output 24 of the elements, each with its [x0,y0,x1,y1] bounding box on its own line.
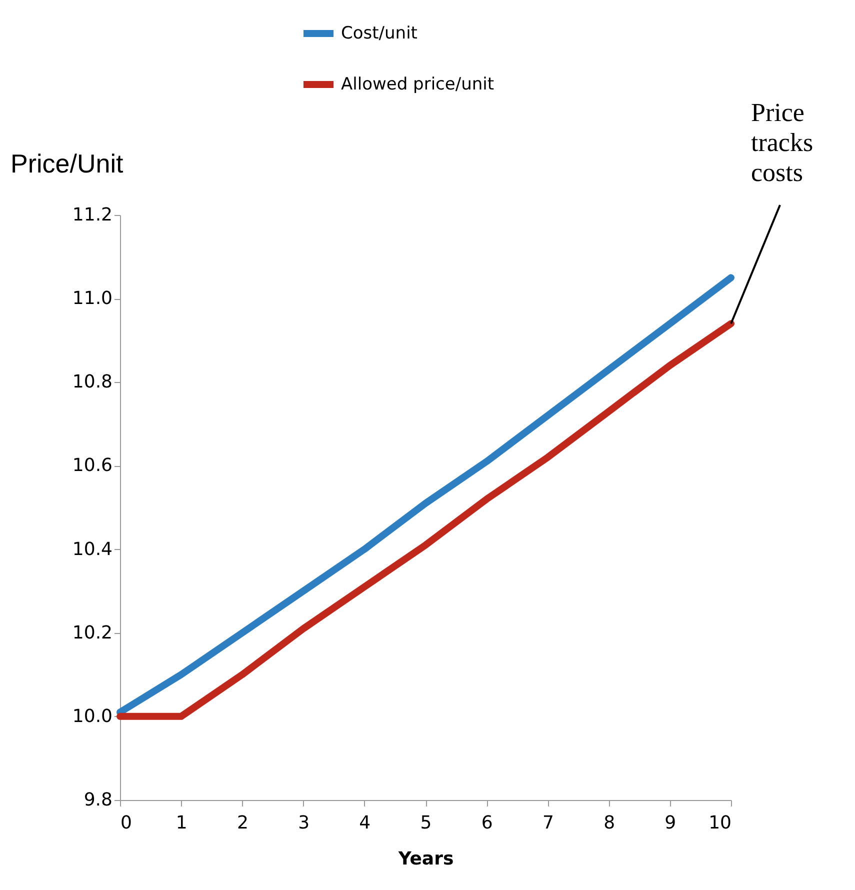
x-tick-label: 3 [298,812,310,834]
x-tick-label: 1 [176,812,188,834]
legend-label: Allowed price/unit [341,74,494,94]
x-tick-label: 5 [420,812,432,834]
x-tick-label: 9 [664,812,676,834]
x-tick-label: 0 [120,812,132,834]
y-tick-label: 9.8 [84,790,112,810]
y-tick-label: 11.0 [72,288,112,310]
x-tick-label: 6 [481,812,493,834]
x-tick-label: 4 [359,812,371,834]
y-axis-title: Price/Unit [10,148,124,178]
x-tick-label: 2 [236,812,248,834]
y-tick-label: 10.6 [72,455,112,476]
y-tick-label: 11.2 [72,204,112,226]
legend-label: Cost/unit [341,24,418,44]
y-tick-label: 10.0 [72,706,112,727]
x-axis-title: Years [397,848,454,870]
x-tick-label: 8 [604,812,616,834]
y-tick-label: 10.2 [72,622,112,644]
y-tick-label: 10.8 [72,372,112,393]
x-tick-label: 10 [708,812,732,834]
annotation: Price tracks costs [751,98,814,187]
x-tick-label: 7 [542,812,554,834]
y-tick-label: 10.4 [72,538,112,560]
